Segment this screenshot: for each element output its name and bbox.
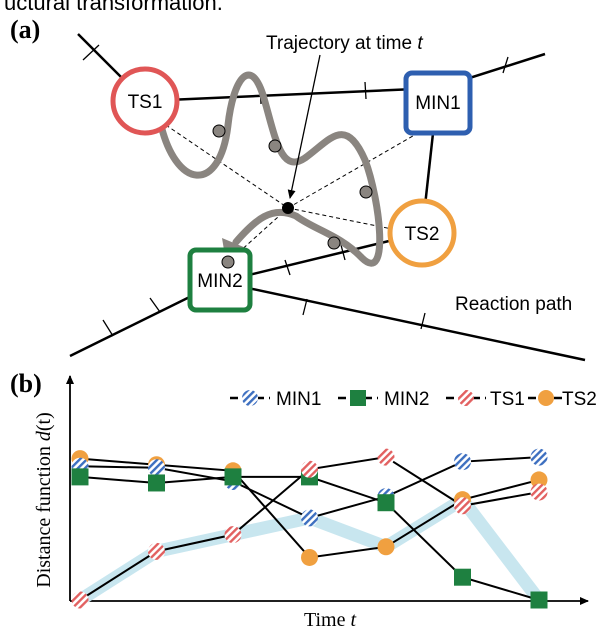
legend-marker-ts2 <box>538 390 554 406</box>
path-ticks <box>82 44 509 337</box>
trajectory-pointer-arrow <box>287 54 321 199</box>
point-ts1-t0 <box>71 591 89 609</box>
point-min2-t0 <box>71 468 89 486</box>
snapshot-point <box>268 139 282 153</box>
snapshot-point-end <box>221 255 235 269</box>
point-min2-t5 <box>454 568 471 586</box>
point-ts1-t1 <box>148 542 165 560</box>
point-min2-t1 <box>148 474 165 492</box>
min1-label: MIN1 <box>415 93 460 114</box>
point-ts1-t3 <box>301 460 318 478</box>
x-axis-label: Time t <box>304 609 357 631</box>
point-ts2-t4 <box>377 538 395 556</box>
point-ts1-t4 <box>377 448 395 466</box>
ts2-label: TS2 <box>405 224 440 245</box>
trajectory-curve <box>156 71 384 267</box>
min1-node <box>403 70 473 136</box>
point-min1-t1 <box>148 459 165 477</box>
reaction-path-label: Reaction path <box>455 294 572 315</box>
reaction-network: Trajectory at time t TS1 MIN1 TS2 MIN2 R… <box>69 33 586 362</box>
edge-ts2-min2 <box>219 231 423 284</box>
point-ts2-t3 <box>301 548 318 566</box>
trajectory-label: Trajectory at time t <box>266 33 423 54</box>
point-min1-t3 <box>301 509 318 527</box>
distance-lines <box>159 120 438 263</box>
point-ts1-t6 <box>530 483 548 501</box>
legend-item-min2: MIN2 <box>338 389 429 410</box>
point-min2-t6 <box>530 591 548 609</box>
legend-label-min1: MIN1 <box>276 389 321 410</box>
ts1-node <box>110 66 180 136</box>
legend-marker-min2 <box>350 390 366 406</box>
plot-area <box>71 448 548 609</box>
point-min2-t4 <box>377 494 395 512</box>
point-ts1-t2 <box>224 526 242 544</box>
panel-a-label: (a) <box>10 15 40 44</box>
point-ts1-t5 <box>454 497 471 515</box>
point-min2-t2 <box>224 468 242 486</box>
legend-item-ts1: TS1 <box>446 389 525 410</box>
point-min1-t6 <box>530 448 548 466</box>
ts1-label: TS1 <box>128 92 163 113</box>
snapshot-point <box>327 236 341 250</box>
panel-b-label: (b) <box>10 369 42 398</box>
legend-label-min2: MIN2 <box>384 389 429 410</box>
legend-label-ts1: TS1 <box>490 389 525 410</box>
legend-marker-ts1 <box>458 390 474 406</box>
caption-fragment: uctural transformation. <box>4 0 223 15</box>
y-axis-label: Distance function d(t) <box>33 412 55 588</box>
edge-ts1-min1 <box>144 86 439 103</box>
min2-node <box>187 247 253 313</box>
legend-item-min1: MIN1 <box>230 389 321 410</box>
legend: MIN1 MIN2 TS1 TS2 <box>230 389 597 410</box>
snapshot-point <box>359 185 373 199</box>
point-ts2-t6 <box>530 471 548 489</box>
snapshot-point <box>212 124 226 138</box>
legend-marker-min1 <box>242 390 258 406</box>
reaction-path-line <box>219 280 586 362</box>
ts2-node <box>387 198 457 268</box>
point-min1-t5 <box>454 453 471 471</box>
current-structure-point <box>282 202 294 214</box>
min2-label: MIN2 <box>197 271 242 292</box>
legend-item-ts2: TS2 <box>528 389 597 410</box>
legend-label-ts2: TS2 <box>562 389 597 410</box>
